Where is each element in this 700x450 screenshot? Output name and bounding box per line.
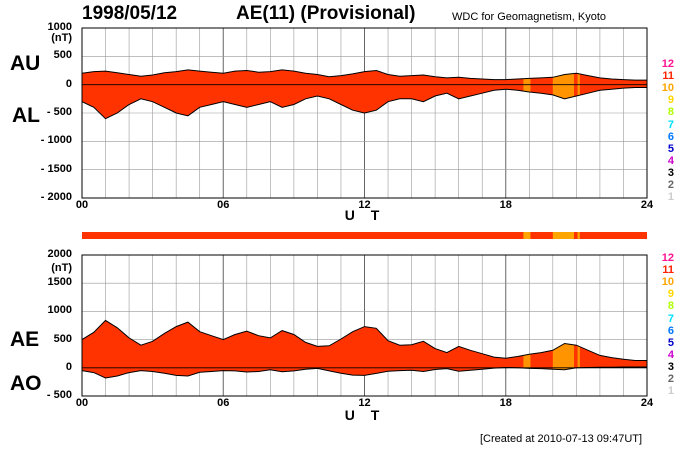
header-title: AE(11) (Provisional) [236, 3, 416, 24]
y-tick-label-top: - 1500 [40, 162, 72, 175]
series-label-ae: AE [10, 328, 40, 351]
quality-bar-segment [82, 232, 524, 239]
x-tick-label-bottom: 06 [217, 397, 230, 409]
orange-segment-bottom [577, 328, 580, 372]
legend-level-bottom: 12 [661, 252, 674, 264]
quality-bar-segment [523, 232, 531, 239]
x-tick-label-top: 00 [75, 199, 89, 211]
quality-bar-segment [574, 232, 578, 239]
orange-segment-bottom [552, 328, 575, 372]
y-tick-label-top: 1000 [47, 21, 72, 33]
y-tick-label-bottom: 0 [65, 360, 72, 373]
x-tick-label-bottom: 00 [75, 397, 89, 409]
quality-bar-segment [552, 232, 575, 239]
header-date: 1998/05/12 [82, 3, 178, 24]
legend-level-bottom: 4 [667, 348, 674, 361]
legend-level-top: 12 [661, 58, 674, 70]
series-label-au: AU [10, 52, 41, 75]
quality-bar-segment [579, 232, 647, 239]
created-timestamp: [Created at 2010-07-13 09:47UT] [480, 433, 643, 445]
y-unit-bottom: (nT) [51, 262, 72, 274]
series-area-au-al [82, 69, 647, 119]
plot-frame-top [81, 27, 648, 199]
legend-level-top: 11 [662, 70, 674, 83]
x-tick-label-bottom: 12 [358, 397, 371, 409]
quality-bar-segment [530, 232, 553, 239]
x-axis-label-top: U T [344, 207, 386, 223]
legend-level-top: 10 [661, 82, 674, 95]
legend-level-bottom: 2 [667, 373, 674, 385]
y-tick-label-top: 500 [53, 49, 72, 62]
legend-level-bottom: 5 [667, 336, 674, 349]
series-line-ae [81, 319, 647, 361]
y-tick-label-bottom: 2000 [47, 248, 72, 260]
orange-segment-top [577, 69, 580, 99]
series-line-au [81, 69, 647, 81]
orange-segment-top [523, 69, 531, 99]
legend-level-top: 5 [667, 142, 674, 155]
legend-level-top: 1 [667, 191, 674, 204]
x-tick-label-top: 12 [358, 199, 371, 211]
legend-level-top: 4 [667, 154, 674, 167]
y-tick-label-bottom: 1000 [47, 304, 72, 317]
y-tick-label-top: 0 [65, 77, 72, 90]
legend-level-bottom: 8 [667, 300, 674, 313]
legend-level-top: 8 [667, 106, 674, 119]
legend-level-bottom: 10 [661, 276, 674, 289]
legend-level-top: 7 [667, 118, 674, 131]
legend-level-top: 9 [667, 94, 674, 107]
legend-level-top: 3 [667, 166, 674, 179]
orange-segment-top [552, 69, 575, 99]
y-tick-label-top: - 500 [46, 106, 72, 118]
legend-level-top: 6 [667, 130, 674, 143]
x-axis-label-bottom: U T [344, 407, 386, 423]
series-line-al [81, 87, 647, 120]
x-tick-label-top: 06 [217, 199, 230, 211]
legend-level-bottom: 6 [667, 324, 674, 337]
legend-level-bottom: 3 [667, 360, 674, 373]
series-label-ao: AO [10, 372, 42, 395]
x-tick-label-top: 18 [499, 199, 512, 211]
y-tick-label-bottom: 1500 [47, 276, 72, 289]
legend-level-top: 2 [667, 179, 674, 191]
legend-level-bottom: 9 [667, 288, 674, 301]
x-tick-label-top: 24 [640, 199, 654, 211]
series-line-ao [81, 366, 647, 379]
legend-level-bottom: 7 [667, 312, 674, 325]
y-tick-label-bottom: 500 [53, 332, 72, 345]
x-tick-label-bottom: 18 [499, 397, 512, 409]
y-tick-label-top: - 2000 [40, 191, 72, 203]
y-unit-top: (nT) [51, 32, 72, 44]
plot-frame-bottom [81, 254, 648, 397]
quality-bar-segment [577, 232, 580, 239]
y-tick-label-top: - 1000 [40, 134, 72, 147]
series-area-ae-ao [82, 320, 647, 378]
y-tick-label-bottom: - 500 [46, 389, 72, 401]
series-label-al: AL [12, 104, 40, 127]
legend-level-bottom: 1 [667, 385, 674, 398]
header-source: WDC for Geomagnetism, Kyoto [452, 11, 607, 23]
x-tick-label-bottom: 24 [640, 397, 654, 409]
legend-level-bottom: 11 [662, 264, 674, 277]
